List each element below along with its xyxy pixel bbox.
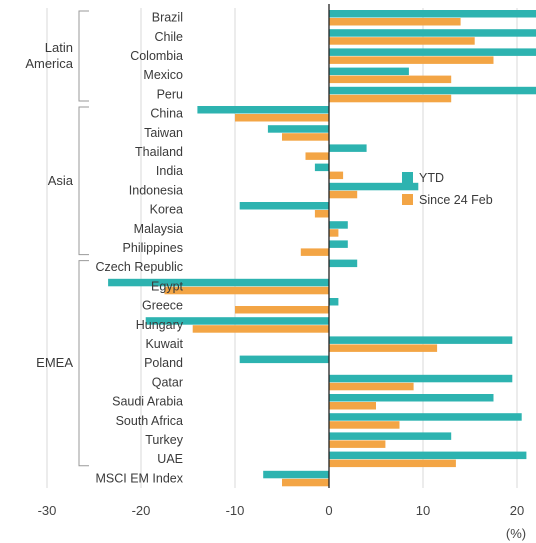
bar-chile-ytd bbox=[329, 29, 536, 37]
bar-brazil-ytd bbox=[329, 10, 536, 18]
bar-turkey-ytd bbox=[329, 432, 452, 440]
category-label-uae: UAE bbox=[157, 452, 183, 466]
bar-indonesia-ytd bbox=[329, 182, 419, 191]
category-label-czech-republic: Czech Republic bbox=[95, 260, 183, 274]
group-brackets bbox=[78, 10, 89, 467]
bar-kuwait-since-24-feb bbox=[329, 344, 438, 352]
bar-philippines-ytd bbox=[329, 240, 348, 248]
bar-colombia-since-24-feb bbox=[329, 56, 494, 64]
bar-saudi-arabia-since-24-feb bbox=[329, 402, 376, 410]
bar-turkey-since-24-feb bbox=[329, 440, 386, 448]
x-tick-label: 20 bbox=[510, 503, 524, 518]
bar-taiwan-since-24-feb bbox=[282, 133, 329, 141]
bracket-latin-america bbox=[78, 10, 89, 102]
category-label-egypt: Egypt bbox=[151, 279, 183, 293]
category-label-south-africa: South Africa bbox=[116, 414, 183, 428]
x-tick-label: -20 bbox=[132, 503, 151, 518]
bar-qatar-since-24-feb bbox=[329, 382, 414, 391]
category-label-india: India bbox=[156, 164, 183, 178]
group-label-emea: EMEA bbox=[36, 355, 73, 370]
bar-brazil-since-24-feb bbox=[329, 18, 461, 26]
bar-hungary-since-24-feb bbox=[192, 325, 329, 333]
category-label-turkey: Turkey bbox=[145, 433, 183, 447]
bar-mexico-ytd bbox=[329, 67, 409, 76]
category-label-mexico: Mexico bbox=[143, 68, 183, 82]
category-label-thailand: Thailand bbox=[135, 145, 183, 159]
bracket-asia bbox=[78, 106, 89, 256]
bar-thailand-ytd bbox=[329, 144, 367, 152]
x-tick-label: 0 bbox=[325, 503, 332, 518]
bar-uae-since-24-feb bbox=[329, 459, 456, 468]
bar-mexico-since-24-feb bbox=[329, 75, 452, 84]
legend-swatch-ytd bbox=[402, 172, 413, 183]
category-label-taiwan: Taiwan bbox=[144, 126, 183, 140]
bar-south-africa-ytd bbox=[329, 413, 522, 421]
category-label-peru: Peru bbox=[157, 87, 183, 101]
bar-china-since-24-feb bbox=[235, 114, 329, 122]
bar-south-africa-since-24-feb bbox=[329, 421, 400, 429]
x-axis-ticks: -30-20-10010203040 bbox=[38, 503, 525, 518]
bar-saudi-arabia-ytd bbox=[329, 394, 494, 402]
category-label-malaysia: Malaysia bbox=[134, 222, 183, 236]
bar-korea-ytd bbox=[239, 202, 329, 210]
bar-india-ytd bbox=[314, 163, 329, 172]
bar-egypt-since-24-feb bbox=[164, 286, 329, 295]
legend: YTD Since 24 Feb bbox=[402, 171, 493, 207]
bar-india-since-24-feb bbox=[329, 171, 344, 180]
bar-poland-ytd bbox=[239, 355, 329, 364]
bar-egypt-ytd bbox=[108, 278, 329, 287]
bar-greece-since-24-feb bbox=[235, 306, 329, 314]
x-axis-unit: (%) bbox=[506, 526, 526, 541]
bar-korea-since-24-feb bbox=[314, 210, 329, 218]
category-label-philippines: Philippines bbox=[123, 241, 183, 255]
bar-msci-em-index-ytd bbox=[263, 470, 329, 479]
group-label-asia: Asia bbox=[48, 173, 74, 188]
category-label-greece: Greece bbox=[142, 299, 183, 313]
x-tick-label: 10 bbox=[416, 503, 430, 518]
category-label-poland: Poland bbox=[144, 356, 183, 370]
bracket-emea bbox=[78, 260, 89, 467]
bar-malaysia-since-24-feb bbox=[329, 229, 339, 237]
group-labels: Latin America Asia EMEA bbox=[25, 40, 73, 370]
category-label-hungary: Hungary bbox=[136, 318, 184, 332]
bar-indonesia-since-24-feb bbox=[329, 190, 358, 199]
bar-malaysia-ytd bbox=[329, 221, 348, 229]
bar-qatar-ytd bbox=[329, 374, 513, 383]
category-label-china: China bbox=[150, 107, 183, 121]
category-label-chile: Chile bbox=[155, 30, 184, 44]
bars bbox=[108, 10, 536, 487]
bar-msci-em-index-since-24-feb bbox=[282, 478, 329, 487]
category-label-indonesia: Indonesia bbox=[129, 183, 183, 197]
legend-label-since-24-feb: Since 24 Feb bbox=[419, 193, 493, 207]
legend-label-ytd: YTD bbox=[419, 171, 444, 185]
category-label-korea: Korea bbox=[150, 203, 183, 217]
bar-kuwait-ytd bbox=[329, 336, 513, 344]
bar-chile-since-24-feb bbox=[329, 37, 475, 45]
bar-greece-ytd bbox=[329, 298, 339, 306]
bar-colombia-ytd bbox=[329, 48, 536, 56]
category-label-saudi-arabia: Saudi Arabia bbox=[112, 395, 183, 409]
group-label-latin-america: Latin America bbox=[25, 40, 73, 71]
bar-china-ytd bbox=[197, 106, 329, 114]
legend-swatch-since-24-feb bbox=[402, 194, 413, 205]
category-label-msci-em-index: MSCI EM Index bbox=[95, 471, 183, 485]
category-label-kuwait: Kuwait bbox=[145, 337, 183, 351]
bar-hungary-ytd bbox=[145, 317, 329, 325]
bar-uae-ytd bbox=[329, 451, 527, 460]
category-label-qatar: Qatar bbox=[152, 375, 183, 389]
bar-peru-ytd bbox=[329, 86, 536, 95]
category-label-colombia: Colombia bbox=[130, 49, 183, 63]
x-tick-label: -30 bbox=[38, 503, 57, 518]
bar-philippines-since-24-feb bbox=[300, 248, 329, 256]
bar-peru-since-24-feb bbox=[329, 94, 452, 103]
bar-czech-republic-ytd bbox=[329, 259, 358, 268]
bar-taiwan-ytd bbox=[267, 125, 329, 133]
bar-thailand-since-24-feb bbox=[305, 152, 329, 160]
category-labels: Brazil Chile Colombia Mexico Peru China Taiwan… bbox=[95, 11, 183, 486]
x-tick-label: -10 bbox=[226, 503, 245, 518]
category-label-brazil: Brazil bbox=[152, 11, 183, 25]
